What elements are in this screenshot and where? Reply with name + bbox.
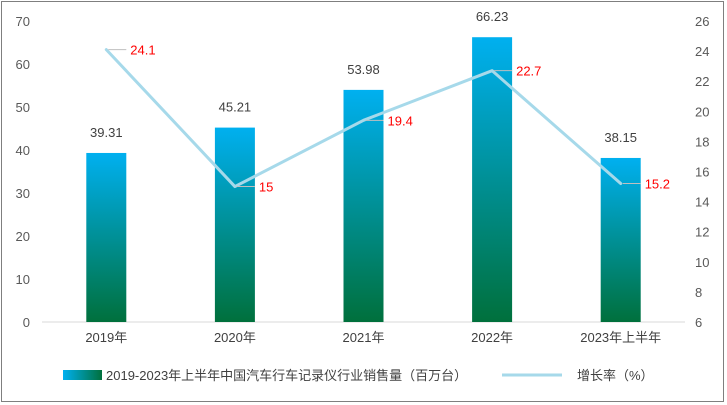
x-tick-label: 2023年上半年 (580, 330, 661, 345)
x-tick-label: 2020年 (214, 330, 256, 345)
x-tick-label: 2022年 (471, 330, 513, 345)
y-right-tick-label: 10 (695, 255, 709, 270)
line-value-label: 15 (259, 180, 273, 195)
y-right-tick-label: 26 (695, 14, 709, 29)
legend-label-line: 增长率（%） (577, 368, 654, 383)
legend-swatch-bar (63, 370, 102, 380)
y-right-tick-label: 20 (695, 104, 709, 119)
y-right-tick-label: 16 (695, 165, 709, 180)
y-right-tick-label: 24 (695, 44, 709, 59)
bars-group (86, 37, 641, 322)
bar-value-label: 38.15 (604, 130, 637, 145)
y-right-tick-label: 18 (695, 134, 709, 149)
y-right-tick-label: 12 (695, 225, 709, 240)
line-value-label: 22.7 (516, 64, 541, 79)
legend-label-bar: 2019-2023年上半年中国汽车行车记录仪行业销售量（百万台） (106, 368, 467, 383)
line-value-label: 19.4 (388, 113, 413, 128)
y-left-tick-label: 0 (23, 315, 30, 330)
bar-value-label: 45.21 (219, 100, 252, 115)
y-left-tick-label: 40 (16, 143, 30, 158)
labels-group: 39.31 45.21 53.98 66.23 38.15 24.1 15 19.4 22.7 1… (90, 9, 670, 194)
bar-value-label: 39.31 (90, 125, 123, 140)
line-group (104, 48, 623, 189)
y-right-tick-label: 22 (695, 74, 709, 89)
bar (600, 157, 641, 322)
bar-value-label: 66.23 (476, 9, 509, 24)
line-value-label: 24.1 (130, 43, 155, 58)
y-left-tick-label: 60 (16, 57, 30, 72)
x-tick-label: 2019年 (85, 330, 127, 345)
y-left-tick-label: 50 (16, 100, 30, 115)
bar-value-label: 53.98 (347, 62, 380, 77)
bar (214, 127, 255, 322)
y-left-tick-label: 10 (16, 272, 30, 287)
axes-group: 0 10 20 30 40 50 60 70 6 8 10 12 14 16 18 20 22 24 26 2019年… (16, 14, 710, 345)
y-right-tick-label: 14 (695, 195, 709, 210)
bar (86, 152, 127, 322)
growth-rate-line (104, 48, 623, 189)
bar (472, 37, 513, 322)
y-right-tick-label: 6 (695, 315, 702, 330)
y-right-tick-label: 8 (695, 285, 702, 300)
legend: 2019-2023年上半年中国汽车行车记录仪行业销售量（百万台） 增长率（%） (63, 368, 654, 383)
y-left-tick-label: 20 (16, 229, 30, 244)
y-left-tick-label: 30 (16, 186, 30, 201)
y-left-tick-label: 70 (16, 14, 30, 29)
bar (343, 89, 384, 322)
x-tick-label: 2021年 (343, 330, 385, 345)
line-value-label: 15.2 (645, 177, 670, 192)
